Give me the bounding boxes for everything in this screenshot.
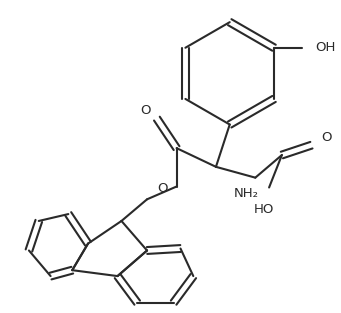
Text: NH₂: NH₂ (234, 187, 259, 199)
Text: O: O (321, 131, 332, 144)
Text: HO: HO (254, 203, 275, 216)
Text: O: O (158, 182, 168, 195)
Text: O: O (140, 104, 150, 117)
Text: OH: OH (315, 41, 336, 54)
